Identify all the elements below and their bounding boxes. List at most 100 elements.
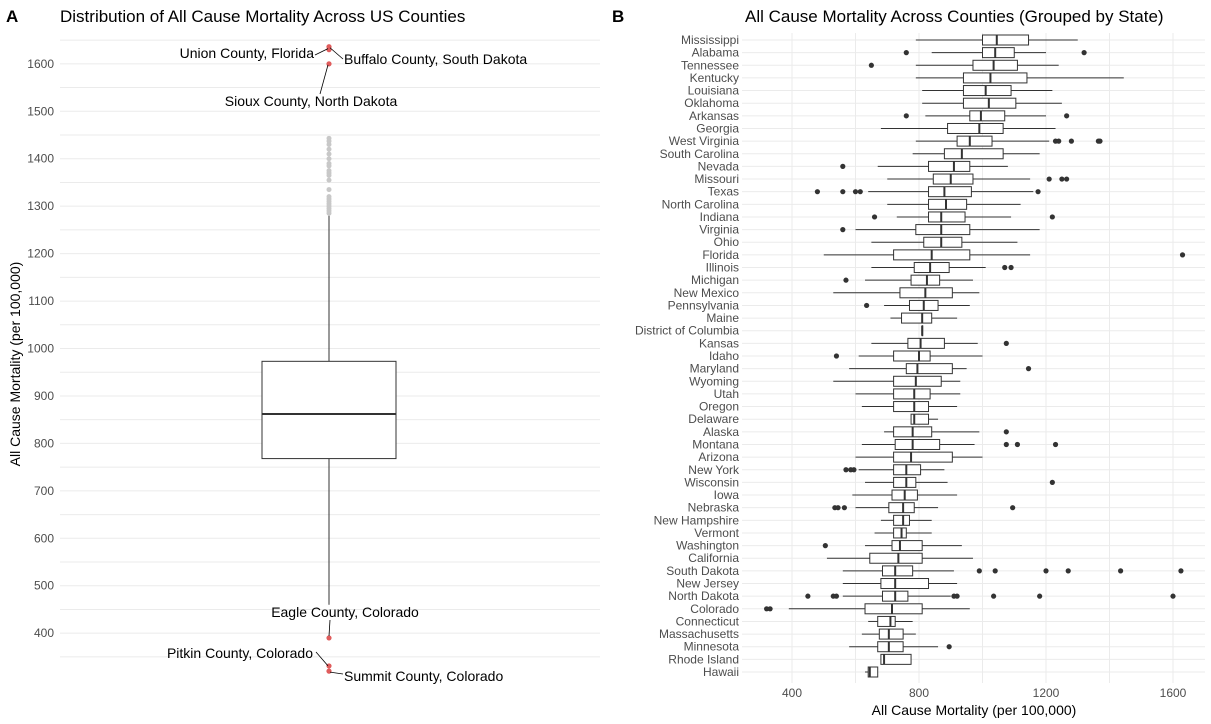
iqr-box — [893, 527, 907, 539]
iqr-box — [956, 135, 993, 147]
state-label: New Mexico — [674, 286, 740, 300]
outlier-point — [1002, 264, 1008, 271]
state-label: Texas — [708, 185, 739, 199]
state-label: Ohio — [714, 235, 740, 249]
panel-b-plot: 400 800 1200 1600 MississippiAlabamaTennesse… — [635, 33, 1205, 700]
iqr-box — [928, 160, 971, 172]
x-tick-label: 800 — [909, 686, 929, 700]
state-label: Arkansas — [689, 109, 739, 123]
iqr-box — [910, 274, 941, 286]
state-label: Alaska — [703, 425, 739, 439]
panel-a-y-axis-title: All Cause Mortality (per 100,000) — [7, 262, 23, 467]
state-label: Louisiana — [688, 84, 740, 98]
state-label: South Carolina — [660, 147, 740, 161]
iqr-box — [907, 337, 945, 349]
iqr-box — [905, 363, 953, 375]
outlier-point — [326, 194, 332, 200]
iqr-box — [972, 59, 1018, 71]
outlier-point — [1179, 252, 1186, 258]
iqr-box — [893, 401, 930, 413]
iqr-box — [888, 502, 915, 514]
state-label: Hawaii — [703, 665, 739, 679]
iqr-box — [869, 552, 923, 564]
outlier-point — [1059, 176, 1065, 182]
outlier-point — [840, 163, 846, 169]
panel-a-plot: 400 500 600 700 800 900 1000 1100 1200 1300 1400 15… — [27, 39, 600, 684]
outlier-point — [835, 505, 841, 511]
iqr-box — [893, 451, 953, 463]
state-label: New Hampshire — [654, 513, 740, 527]
iqr-box — [901, 312, 933, 324]
outlier-point — [822, 543, 828, 549]
state-label: California — [688, 551, 739, 565]
state-label: South Dakota — [666, 564, 739, 578]
iqr-box — [982, 34, 1030, 46]
state-label: Missouri — [694, 172, 739, 186]
state-label: Wyoming — [689, 374, 739, 388]
y-tick-label: 1400 — [27, 152, 54, 166]
iqr-box — [261, 360, 397, 460]
state-label: Wisconsin — [684, 475, 739, 489]
state-label: Connecticut — [676, 614, 740, 628]
outlier-point — [767, 606, 773, 612]
iqr-box — [893, 514, 910, 526]
iqr-box — [928, 186, 972, 198]
iqr-box — [928, 211, 966, 223]
state-label: Mississippi — [681, 33, 739, 47]
outlier-point — [1097, 138, 1103, 144]
outlier-point — [326, 160, 332, 166]
outlier-point — [1065, 568, 1071, 574]
annotation-leader-line — [319, 64, 329, 95]
y-tick-label: 1300 — [27, 199, 54, 213]
iqr-box — [893, 476, 917, 488]
outlier-point — [326, 156, 332, 162]
outlier-annotation: Buffalo County, South Dakota — [344, 51, 527, 67]
outlier-point — [864, 302, 870, 309]
iqr-box — [893, 350, 931, 362]
state-label: West Virginia — [669, 134, 740, 148]
state-label: New Jersey — [676, 577, 739, 591]
y-tick-label: 500 — [34, 579, 54, 593]
outlier-point — [1014, 441, 1021, 448]
iqr-box — [913, 262, 950, 274]
outlier-point — [1025, 366, 1032, 372]
outlier-annotation: Eagle County, Colorado — [271, 604, 419, 620]
outlier-point — [326, 168, 332, 174]
annotation-leader-line — [314, 48, 329, 56]
outlier-point — [857, 189, 863, 195]
state-label: Massachusetts — [659, 627, 739, 641]
outlier-point — [946, 644, 952, 650]
outlier-point — [1049, 214, 1055, 220]
outlier-point — [1052, 441, 1059, 448]
state-label: Maine — [706, 311, 739, 325]
state-label: Illinois — [706, 261, 739, 275]
outlier-point — [326, 177, 332, 183]
y-tick-label: 800 — [34, 436, 54, 450]
iqr-box — [880, 653, 912, 665]
outlier-point — [326, 187, 332, 193]
outlier-point — [326, 146, 332, 152]
annotation-leader-line — [329, 47, 344, 60]
iqr-box — [928, 198, 968, 210]
annotation-leader-line — [329, 671, 344, 675]
outlier-point — [805, 593, 811, 599]
x-tick-label: 1200 — [1033, 686, 1060, 700]
state-label: Indiana — [700, 210, 740, 224]
annotation-leader-line — [328, 619, 331, 636]
state-label: Idaho — [709, 349, 739, 363]
state-label: Georgia — [696, 121, 739, 135]
outlier-point — [903, 113, 909, 119]
outlier-point — [976, 568, 982, 574]
state-label: Oregon — [699, 400, 739, 414]
iqr-box — [915, 224, 971, 236]
state-label: Utah — [714, 387, 739, 401]
outlier-point — [954, 593, 960, 599]
state-label: Maryland — [690, 362, 739, 376]
outlier-point — [1178, 568, 1184, 574]
annotation-leader-line — [315, 651, 329, 667]
outlier-point — [1046, 176, 1052, 182]
y-tick-label: 400 — [34, 626, 54, 640]
iqr-box — [969, 110, 1006, 122]
y-tick-label: 1600 — [27, 57, 54, 71]
outlier-point — [1170, 593, 1176, 599]
